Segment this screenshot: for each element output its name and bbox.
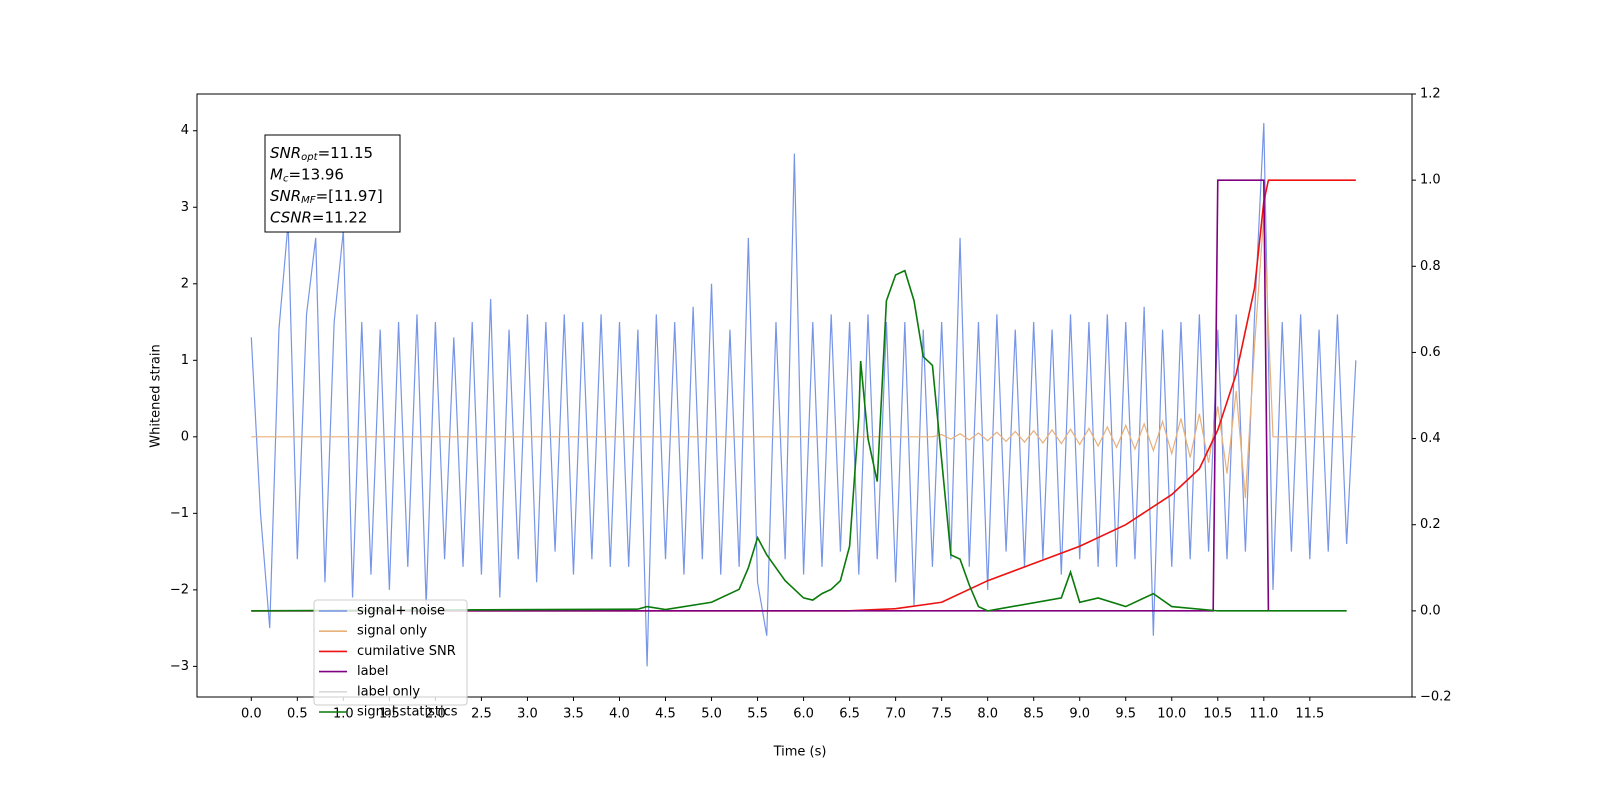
- annotation-value: =11.22: [312, 208, 368, 226]
- y-tick-label: 4: [181, 123, 189, 138]
- x-tick-label: 0.0: [241, 707, 262, 722]
- annotation-subscript: MF: [301, 195, 316, 206]
- x-tick-label: 1.0: [333, 707, 354, 722]
- legend-label: label: [357, 664, 388, 679]
- annotation-value: =[11.97]: [316, 187, 383, 205]
- annotation-box: [264, 134, 401, 233]
- y2-tick-label: −0.2: [1420, 690, 1452, 705]
- legend-label: label only: [357, 684, 420, 699]
- x-tick-label: 10.5: [1203, 707, 1232, 722]
- series-line: [251, 179, 1270, 612]
- x-tick-label: 10.0: [1157, 707, 1186, 722]
- x-tick-label: 2.0: [425, 707, 446, 722]
- y-tick-label: 0: [181, 429, 189, 444]
- x-tick-label: 11.0: [1249, 707, 1278, 722]
- series-line: [251, 269, 1347, 612]
- y2-tick-label: 1.2: [1420, 87, 1441, 102]
- x-tick-label: 3.0: [517, 707, 538, 722]
- annotation-value: =13.96: [288, 165, 344, 183]
- annotation-symbol: M: [270, 165, 283, 183]
- x-tick-label: 4.0: [609, 707, 630, 722]
- x-tick-label: 3.5: [563, 707, 584, 722]
- series-line: [250, 123, 1357, 667]
- y2-tick-label: 1.0: [1420, 173, 1441, 188]
- y2-tick-label: 0.6: [1420, 345, 1441, 360]
- annotation-subscript: opt: [301, 152, 318, 163]
- y2-tick-label: 0.2: [1420, 517, 1441, 532]
- annotation: SNRopt=11.15: [270, 144, 373, 164]
- annotation: CSNR=11.22: [270, 208, 367, 226]
- x-tick-label: 7.0: [885, 707, 906, 722]
- x-tick-label: 5.5: [747, 707, 768, 722]
- legend-label: signal only: [357, 624, 427, 639]
- y-tick-label: −3: [170, 659, 189, 674]
- y-tick-label: 2: [181, 276, 189, 291]
- x-tick-label: 8.0: [977, 707, 998, 722]
- x-tick-label: 0.5: [287, 707, 308, 722]
- annotation-symbol: CSNR: [270, 208, 312, 226]
- legend-label: signal statistics: [357, 705, 458, 720]
- x-tick-label: 1.5: [379, 707, 400, 722]
- x-tick-label: 2.5: [471, 707, 492, 722]
- x-axis-label: Time (s): [773, 745, 827, 760]
- y2-tick-label: 0.8: [1420, 259, 1441, 274]
- x-tick-label: 7.5: [931, 707, 952, 722]
- series-line: [251, 179, 1356, 612]
- x-tick-label: 9.5: [1115, 707, 1136, 722]
- annotation-value: =11.15: [318, 144, 374, 162]
- x-tick-label: 5.0: [701, 707, 722, 722]
- legend-label: signal+ noise: [357, 604, 445, 619]
- annotation-symbol: SNR: [270, 144, 301, 162]
- x-tick-label: 4.5: [655, 707, 676, 722]
- y2-tick-label: 0.4: [1420, 431, 1441, 446]
- legend-label: cumilative SNR: [357, 644, 456, 659]
- x-tick-label: 8.5: [1023, 707, 1044, 722]
- legend-box: [313, 599, 468, 706]
- annotation: SNRMF=[11.97]: [270, 187, 383, 207]
- y-tick-label: 1: [181, 353, 189, 368]
- annotation-subscript: c: [283, 174, 289, 185]
- plot-frame: [196, 93, 1413, 698]
- x-tick-label: 6.0: [793, 707, 814, 722]
- y-tick-label: −2: [170, 582, 189, 597]
- y-axis-label: Whitened strain: [149, 344, 164, 447]
- x-tick-label: 11.5: [1295, 707, 1324, 722]
- y-tick-label: 3: [181, 200, 189, 215]
- annotation-symbol: SNR: [270, 187, 301, 205]
- x-tick-label: 6.5: [839, 707, 860, 722]
- series-line: [251, 214, 1356, 499]
- y2-tick-label: 0.0: [1420, 603, 1441, 618]
- x-tick-label: 9.0: [1069, 707, 1090, 722]
- annotation: Mc=13.96: [270, 165, 344, 185]
- y-tick-label: −1: [170, 506, 189, 521]
